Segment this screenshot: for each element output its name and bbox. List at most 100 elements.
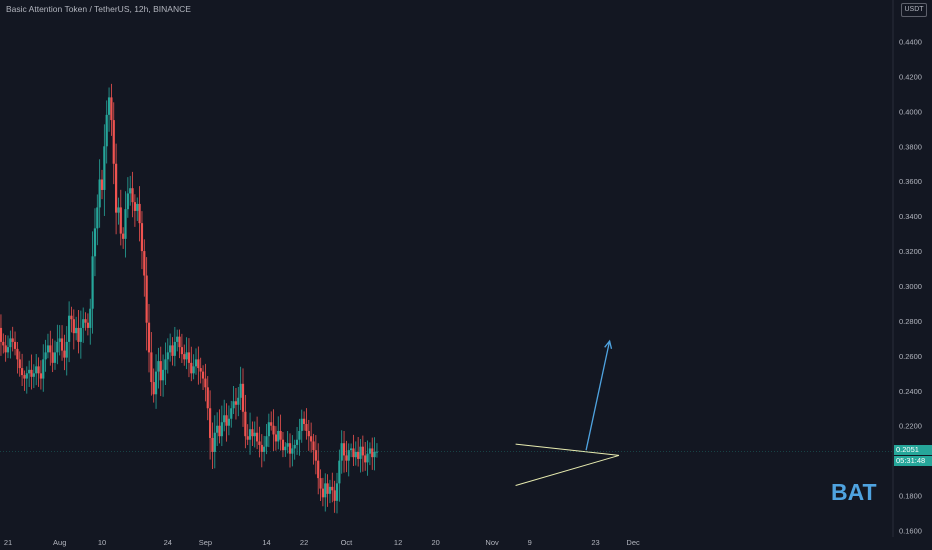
candle-body xyxy=(225,415,228,426)
candle-body xyxy=(21,368,24,376)
candle-body xyxy=(241,383,245,412)
candle-body xyxy=(335,483,339,501)
candle-body xyxy=(218,425,221,437)
candle-body xyxy=(201,371,205,379)
x-tick-label: Nov xyxy=(485,538,499,547)
candle-body xyxy=(145,275,148,323)
candle-body xyxy=(279,430,282,440)
candle-body xyxy=(286,443,289,447)
candle-body xyxy=(23,375,26,379)
projection-arrow-line xyxy=(585,340,611,451)
candle-body xyxy=(183,354,186,360)
candle-body xyxy=(138,203,141,224)
candle-body xyxy=(293,444,296,449)
candle-body xyxy=(173,341,176,356)
candle-body xyxy=(274,434,277,442)
candle-body xyxy=(129,188,132,194)
candle-body xyxy=(16,348,19,360)
candle-body xyxy=(77,327,80,342)
candle-body xyxy=(63,350,66,358)
candle-body xyxy=(72,319,75,334)
y-tick-label: 0.3600 xyxy=(899,177,922,186)
candle-body xyxy=(84,319,87,323)
candle-body xyxy=(211,437,214,452)
candle-body xyxy=(328,486,332,494)
candle-body xyxy=(213,432,216,452)
candle-body xyxy=(2,341,5,346)
y-tick-label: 0.2400 xyxy=(899,387,922,396)
candle-body xyxy=(333,490,336,501)
candle-body xyxy=(157,361,160,372)
candle-body xyxy=(368,448,371,454)
x-tick-label: Oct xyxy=(341,538,354,547)
projection-arrow-head xyxy=(604,339,613,349)
candle-body xyxy=(150,352,153,383)
candle-body xyxy=(46,345,50,353)
candle-body xyxy=(51,352,54,363)
candle-body xyxy=(37,366,40,374)
candle-body xyxy=(25,373,28,379)
candle-body xyxy=(96,207,99,229)
candle-body xyxy=(192,366,195,374)
y-tick-label: 0.2200 xyxy=(899,422,922,431)
candle-body xyxy=(267,422,270,437)
candle-body xyxy=(187,352,191,363)
candle-body xyxy=(112,120,115,164)
candle-body xyxy=(340,443,343,461)
candle-body xyxy=(91,256,94,309)
currency-badge[interactable]: USDT xyxy=(901,3,927,17)
candle-body xyxy=(143,251,146,276)
candle-body xyxy=(35,366,38,374)
candle-body xyxy=(357,451,360,459)
y-tick-label: 0.3400 xyxy=(899,212,922,221)
candle-body xyxy=(199,368,202,372)
candle-body xyxy=(32,373,35,377)
candle-body xyxy=(270,422,273,426)
candle-body xyxy=(291,448,294,454)
candle-body xyxy=(180,347,183,355)
candle-body xyxy=(60,338,64,351)
candle-body xyxy=(117,207,120,213)
candle-body xyxy=(258,441,261,445)
candle-body xyxy=(197,359,200,369)
y-tick-label: 0.2600 xyxy=(899,352,922,361)
candle-body xyxy=(317,460,320,479)
y-tick-label: 0.4000 xyxy=(899,107,922,116)
candle-body xyxy=(237,397,240,405)
candle-body xyxy=(176,336,179,342)
candle-body xyxy=(100,179,104,190)
y-tick-label: 0.4200 xyxy=(899,72,922,81)
candle-body xyxy=(371,448,374,458)
candle-body xyxy=(204,378,207,388)
candle-body xyxy=(28,369,31,374)
candle-body xyxy=(220,422,223,437)
candle-body xyxy=(354,451,357,458)
candle-body xyxy=(263,446,266,452)
candle-body xyxy=(359,446,362,459)
candle-body xyxy=(162,369,165,381)
triangle-lower-line xyxy=(515,454,620,486)
candle-body xyxy=(105,114,108,147)
candle-body xyxy=(115,163,118,213)
candle-body xyxy=(79,327,82,342)
chart-title: Basic Attention Token / TetherUS, 12h, B… xyxy=(6,4,191,14)
candle-body xyxy=(338,460,341,484)
candle-body xyxy=(166,352,169,360)
x-tick-label: 23 xyxy=(591,538,599,547)
candle-body xyxy=(260,444,263,452)
candle-body xyxy=(6,347,10,353)
x-tick-label: Dec xyxy=(626,538,640,547)
candle-body xyxy=(324,483,327,498)
candle-body xyxy=(246,436,249,440)
candle-body xyxy=(70,315,73,320)
candle-body xyxy=(126,193,129,210)
candle-body xyxy=(209,408,212,438)
candle-body xyxy=(0,327,3,342)
candle-body xyxy=(103,146,106,190)
candle-body xyxy=(133,202,136,211)
bar-countdown-label: 05:31:48 xyxy=(894,456,932,466)
last-price-label: 0.2051 xyxy=(894,445,932,455)
candle-body xyxy=(56,341,59,353)
candle-body xyxy=(300,418,303,431)
